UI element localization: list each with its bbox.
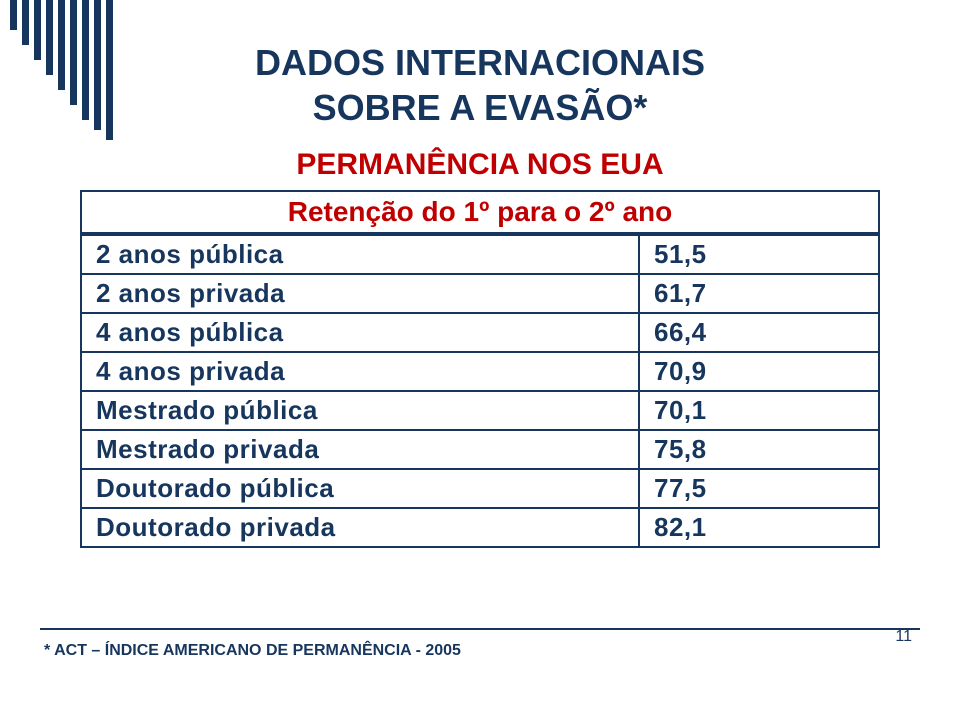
retention-table: 2 anos pública51,52 anos privada61,74 an… — [80, 234, 880, 548]
title-block: DADOS INTERNACIONAIS SOBRE A EVASÃO* — [40, 40, 920, 130]
corner-bar — [94, 0, 101, 130]
table-subheader: Retenção do 1º para o 2º ano — [80, 190, 880, 234]
row-value: 70,1 — [639, 391, 879, 430]
row-value: 51,5 — [639, 235, 879, 274]
row-value: 82,1 — [639, 508, 879, 547]
row-value: 75,8 — [639, 430, 879, 469]
footer-divider — [40, 628, 920, 630]
corner-bar — [10, 0, 17, 30]
corner-bar — [82, 0, 89, 120]
row-label: Doutorado privada — [81, 508, 639, 547]
table-row: 2 anos pública51,5 — [81, 235, 879, 274]
corner-bar — [70, 0, 77, 105]
page-number: 11 — [895, 628, 912, 646]
table-row: 4 anos privada70,9 — [81, 352, 879, 391]
row-value: 66,4 — [639, 313, 879, 352]
corner-bar — [106, 0, 113, 140]
row-label: Mestrado privada — [81, 430, 639, 469]
footnote: * ACT – ÍNDICE AMERICANO DE PERMANÊNCIA … — [44, 642, 461, 660]
table-row: Mestrado privada75,8 — [81, 430, 879, 469]
table-row: 4 anos pública66,4 — [81, 313, 879, 352]
row-value: 61,7 — [639, 274, 879, 313]
corner-decoration — [0, 0, 120, 140]
row-value: 70,9 — [639, 352, 879, 391]
row-label: Mestrado pública — [81, 391, 639, 430]
row-label: 2 anos privada — [81, 274, 639, 313]
corner-bar — [22, 0, 29, 45]
table-row: 2 anos privada61,7 — [81, 274, 879, 313]
title-line-2: SOBRE A EVASÃO* — [40, 85, 920, 130]
row-value: 77,5 — [639, 469, 879, 508]
subtitle: PERMANÊNCIA NOS EUA — [40, 148, 920, 182]
title-line-1: DADOS INTERNACIONAIS — [40, 40, 920, 85]
row-label: 4 anos privada — [81, 352, 639, 391]
corner-bar — [34, 0, 41, 60]
row-label: 2 anos pública — [81, 235, 639, 274]
corner-bar — [46, 0, 53, 75]
corner-bar — [58, 0, 65, 90]
row-label: 4 anos pública — [81, 313, 639, 352]
table-row: Mestrado pública70,1 — [81, 391, 879, 430]
table-row: Doutorado pública77,5 — [81, 469, 879, 508]
slide: DADOS INTERNACIONAIS SOBRE A EVASÃO* PER… — [0, 0, 960, 702]
table-row: Doutorado privada82,1 — [81, 508, 879, 547]
row-label: Doutorado pública — [81, 469, 639, 508]
